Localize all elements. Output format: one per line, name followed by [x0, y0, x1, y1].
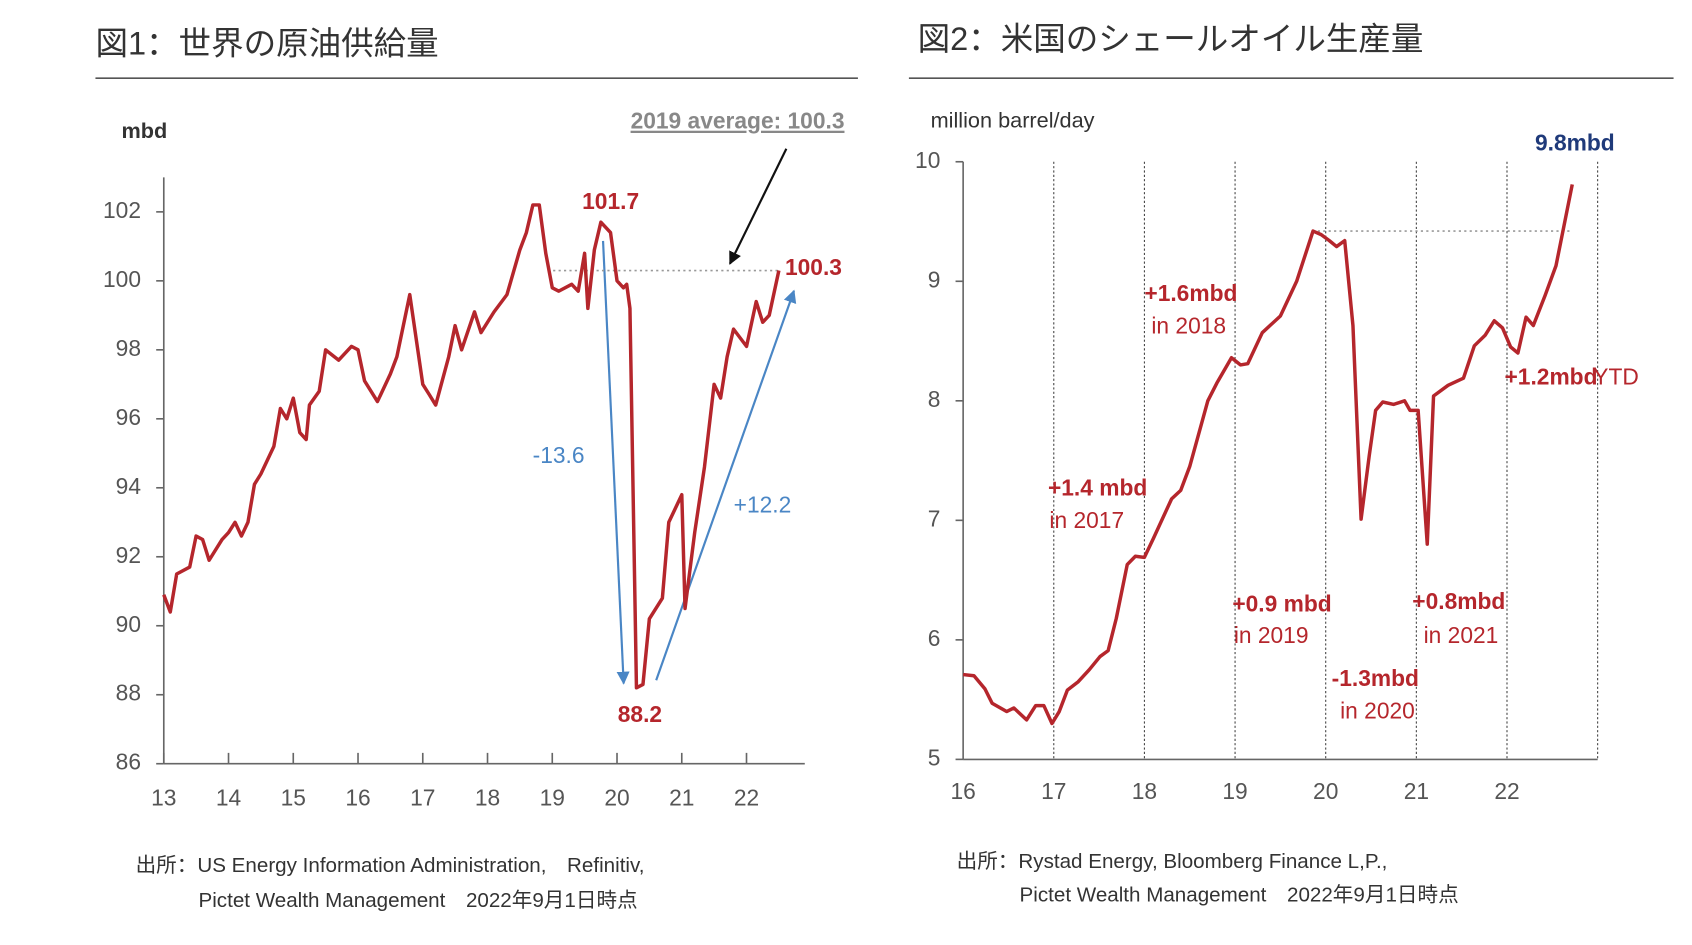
- annotation: +1.4 mbd: [1048, 474, 1147, 500]
- x-tick-label: 14: [216, 785, 241, 811]
- arrow: [655, 289, 797, 681]
- y-tick-label: 8: [928, 386, 941, 412]
- x-tick-label: 15: [281, 785, 306, 811]
- annotation: -1.3mbd: [1332, 665, 1419, 691]
- y-tick-label: 6: [928, 625, 941, 651]
- x-tick-label: 21: [669, 785, 694, 811]
- annotation: YTD: [1593, 364, 1639, 390]
- annotation: 100.3: [785, 254, 842, 280]
- annotation: +1.2mbd: [1505, 364, 1598, 390]
- annotation: -13.6: [533, 442, 585, 468]
- y-axis-label: million barrel/day: [931, 107, 1095, 132]
- source-note: Pictet Wealth Management 2022年9月1日時点: [198, 889, 637, 912]
- annotation: +1.6mbd: [1144, 280, 1237, 306]
- annotation: 9.8mbd: [1535, 129, 1615, 155]
- x-tick-label: 19: [540, 785, 565, 811]
- annotation: in 2018: [1151, 313, 1226, 339]
- source-note: 出所：US Energy Information Administration,…: [136, 854, 645, 877]
- y-tick-label: 88: [116, 680, 141, 706]
- annotation: +0.8mbd: [1412, 588, 1505, 614]
- x-tick-label: 17: [1041, 778, 1066, 804]
- y-tick-label: 90: [116, 611, 141, 637]
- annotation: +0.9 mbd: [1232, 590, 1331, 616]
- annotation: 88.2: [618, 701, 662, 727]
- x-tick-label: 22: [1494, 778, 1519, 804]
- source-note: Pictet Wealth Management 2022年9月1日時点: [1020, 883, 1459, 906]
- x-tick-label: 18: [1132, 778, 1157, 804]
- annotation: +12.2: [734, 492, 792, 518]
- annotation: 101.7: [582, 188, 639, 214]
- y-tick-label: 102: [103, 197, 141, 223]
- annotation: 2019 average: 100.3: [631, 108, 845, 134]
- annotation: in 2017: [1049, 507, 1124, 533]
- x-tick-label: 20: [1313, 778, 1338, 804]
- x-tick-label: 13: [151, 785, 176, 811]
- y-tick-label: 94: [116, 473, 141, 499]
- x-tick-label: 22: [734, 785, 759, 811]
- y-tick-label: 9: [928, 266, 941, 292]
- annotation: in 2020: [1340, 698, 1415, 724]
- chart-title: 図2：米国のシェールオイル生産量: [918, 21, 1424, 57]
- arrow: [601, 240, 630, 685]
- x-tick-label: 18: [475, 785, 500, 811]
- y-tick-label: 7: [928, 505, 941, 531]
- arrow: [728, 148, 788, 265]
- source-note: 出所：Rystad Energy, Bloomberg Finance L,P.…: [957, 850, 1388, 873]
- y-tick-label: 100: [103, 266, 141, 292]
- y-tick-label: 86: [116, 749, 141, 775]
- x-tick-label: 21: [1404, 778, 1429, 804]
- y-tick-label: 96: [116, 404, 141, 430]
- annotation: in 2021: [1424, 622, 1499, 648]
- annotation: in 2019: [1234, 622, 1309, 648]
- data-line: [962, 184, 1574, 726]
- x-tick-label: 19: [1222, 778, 1247, 804]
- x-tick-label: 16: [345, 785, 370, 811]
- y-tick-label: 5: [928, 744, 941, 770]
- y-tick-label: 92: [116, 542, 141, 568]
- x-tick-label: 16: [950, 778, 975, 804]
- y-tick-label: 10: [915, 147, 940, 173]
- x-tick-label: 20: [604, 785, 629, 811]
- chart-title: 図1：世界の原油供給量: [95, 25, 438, 61]
- y-axis-label: mbd: [121, 118, 167, 143]
- data-line: [162, 203, 781, 690]
- x-tick-label: 17: [410, 785, 435, 811]
- y-tick-label: 98: [116, 335, 141, 361]
